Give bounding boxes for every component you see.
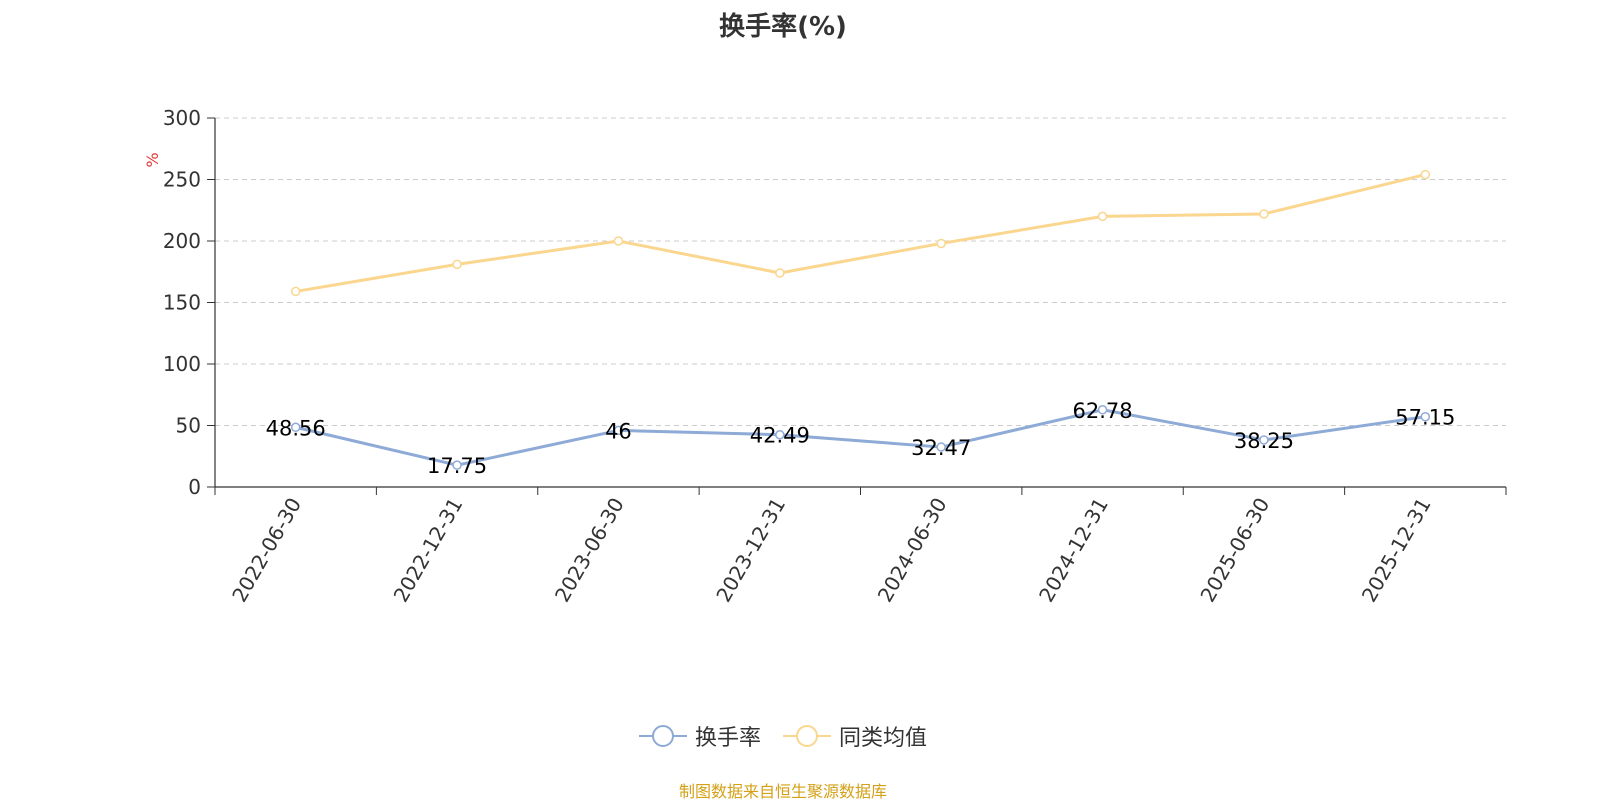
data-point-s1-4 [936,238,946,249]
y-tick-label-100: 100 [163,352,201,376]
data-point-s0-3 [775,429,785,440]
x-tick-label-2023-06-30: 2023-06-30 [550,494,629,607]
y-tick-label-150: 150 [163,291,201,315]
y-tick-label-250: 250 [163,168,201,192]
data-point-s0-4 [936,442,946,452]
data-point-s1-0 [290,286,301,297]
y-tick-label-200: 200 [163,229,201,253]
y-tick-label-50: 50 [176,414,201,438]
x-tick-label-2023-12-31: 2023-12-31 [711,494,790,607]
data-point-s0-6 [1259,435,1269,445]
data-labels: 48.56 17.75 46 42.49 32.47 62.78 38.25 57.15 [266,399,1456,478]
chart-title: 换手率(%) [719,12,847,42]
x-tick-label-2025-12-31: 2025-12-31 [1357,494,1436,607]
data-point-s1-2 [613,236,624,246]
y-tick-label-300: 300 [163,106,201,130]
data-label-1: 17.75 [427,454,487,478]
data-point-s0-2 [613,425,624,436]
data-point-s0-7 [1420,411,1431,422]
legend-label-peer-average: 同类均值 [839,726,928,751]
grid-lines [215,117,1506,426]
data-label-4: 32.47 [911,436,971,460]
axes: 0 50 100 150 200 250 300% 2022-06-30 2022-12-31 2… [143,106,1507,607]
data-point-s0-0 [290,422,301,433]
data-point-s1-3 [775,268,785,278]
x-tick-label-2024-06-30: 2024-06-30 [873,494,952,607]
series-lines [290,169,1431,470]
legend-item-turnover[interactable]: 换手率 [638,720,761,752]
data-label-6: 38.25 [1234,429,1294,453]
y-tick-label-0: 0 [188,475,201,499]
legend-item-peer-average[interactable]: 同类均值 [783,720,927,752]
data-label-3: 42.49 [750,424,810,448]
data-point-s1-1 [452,259,462,270]
series-line-0 [295,408,1426,467]
series-line-1 [295,173,1426,293]
data-label-5: 62.78 [1073,399,1133,423]
data-point-s0-1 [452,460,462,470]
data-point-s0-5 [1097,405,1108,415]
data-point-s1-6 [1259,209,1269,219]
y-axis-label: % [143,152,162,167]
data-point-s1-7 [1420,169,1431,180]
x-tick-label-2025-06-30: 2025-06-30 [1195,494,1274,607]
x-tick-label-2024-12-31: 2024-12-31 [1034,494,1113,607]
legend-turnover-line-circle-icon [638,725,687,747]
data-label-0: 48.56 [266,416,326,440]
data-label-7: 57.15 [1395,406,1455,430]
data-label-2: 46 [605,419,632,443]
x-tick-label-2022-06-30: 2022-06-30 [227,494,306,607]
source-note: 制图数据来自恒生聚源数据库 [678,782,887,800]
data-point-s1-5 [1097,211,1108,222]
legend: 换手率 同类均值 [0,720,1566,752]
legend-label-turnover: 换手率 [694,726,761,751]
x-tick-label-2022-12-31: 2022-12-31 [388,494,467,607]
legend-peer-average-line-circle-icon [783,725,831,747]
